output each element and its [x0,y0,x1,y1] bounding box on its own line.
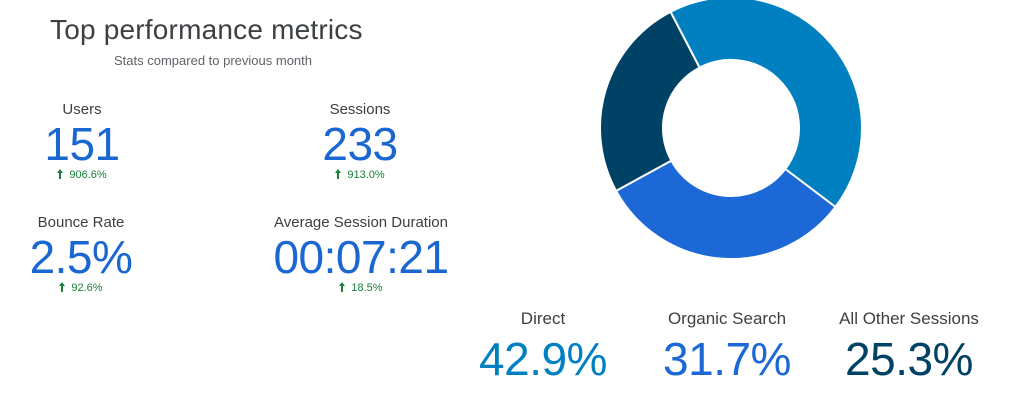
metric-label: Users [62,101,102,118]
donut-chart [599,0,863,260]
legend-value: 31.7% [663,333,791,385]
slice-organic-search [614,159,837,260]
legend-label: Organic Search [667,309,787,328]
metric-avg-session-duration: Average Session Duration 00:07:21 18.5% [250,214,472,295]
metric-delta-value: 906.6% [69,169,107,181]
metric-label: Sessions [329,101,391,118]
metric-delta-value: 913.0% [347,169,385,181]
metric-value: 233 [322,118,398,170]
legend-value: 25.3% [845,333,973,385]
legend-other-sessions: All Other Sessions 25.3% [811,309,1007,385]
arrow-up-icon [57,169,64,179]
metric-sessions: Sessions 233 913.0% [300,101,420,182]
metric-delta: 92.6% [6,281,156,295]
legend-label: Direct [520,309,566,328]
page-title: Top performance metrics [50,14,363,45]
metric-delta: 913.0% [300,168,420,182]
metric-delta-value: 18.5% [351,282,383,294]
metric-users: Users 151 906.6% [22,101,142,182]
metric-label: Bounce Rate [37,214,125,231]
slice-direct [669,0,863,209]
arrow-up-icon [335,169,342,179]
metric-bounce-rate: Bounce Rate 2.5% 92.6% [6,214,156,295]
metric-delta-value: 92.6% [71,282,103,294]
legend-direct: Direct 42.9% [463,309,623,385]
metric-value: 151 [44,118,120,170]
metric-delta: 906.6% [22,168,142,182]
metric-delta: 18.5% [250,281,472,295]
slice-other-sessions [599,10,701,193]
arrow-up-icon [339,282,346,292]
legend-organic-search: Organic Search 31.7% [647,309,807,385]
page-subtitle: Stats compared to previous month [114,53,312,68]
metric-label: Average Session Duration [274,214,448,231]
legend-value: 42.9% [479,333,607,385]
legend-label: All Other Sessions [839,309,979,328]
arrow-up-icon [59,282,66,292]
metric-value: 2.5% [29,231,133,283]
metric-value: 00:07:21 [273,231,449,283]
